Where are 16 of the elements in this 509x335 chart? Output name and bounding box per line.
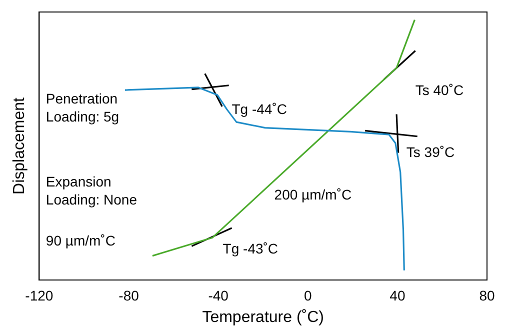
x-tick-label: 0 (304, 287, 312, 304)
annotation: Ts 40˚C (415, 82, 464, 98)
x-tick-label: -120 (25, 287, 54, 304)
y-axis-title: Displacement (11, 96, 28, 194)
x-tick-label: 40 (390, 287, 406, 304)
x-axis-title: Temperature (˚C) (202, 308, 324, 326)
x-tick-label: -80 (118, 287, 140, 304)
x-tick-label: 80 (479, 287, 495, 304)
annotation: Expansion Loading: None (46, 173, 138, 208)
annotation: 90 µm/m˚C (46, 232, 116, 248)
annotation: Tg -44˚C (232, 100, 287, 117)
x-tick-label: -40 (208, 287, 229, 304)
annotation: Ts 39˚C (406, 144, 455, 160)
annotation: Tg -43˚C (222, 240, 278, 256)
annotation: Penetration Loading: 5g (46, 90, 120, 124)
annotation: 200 µm/m˚C (274, 186, 352, 203)
